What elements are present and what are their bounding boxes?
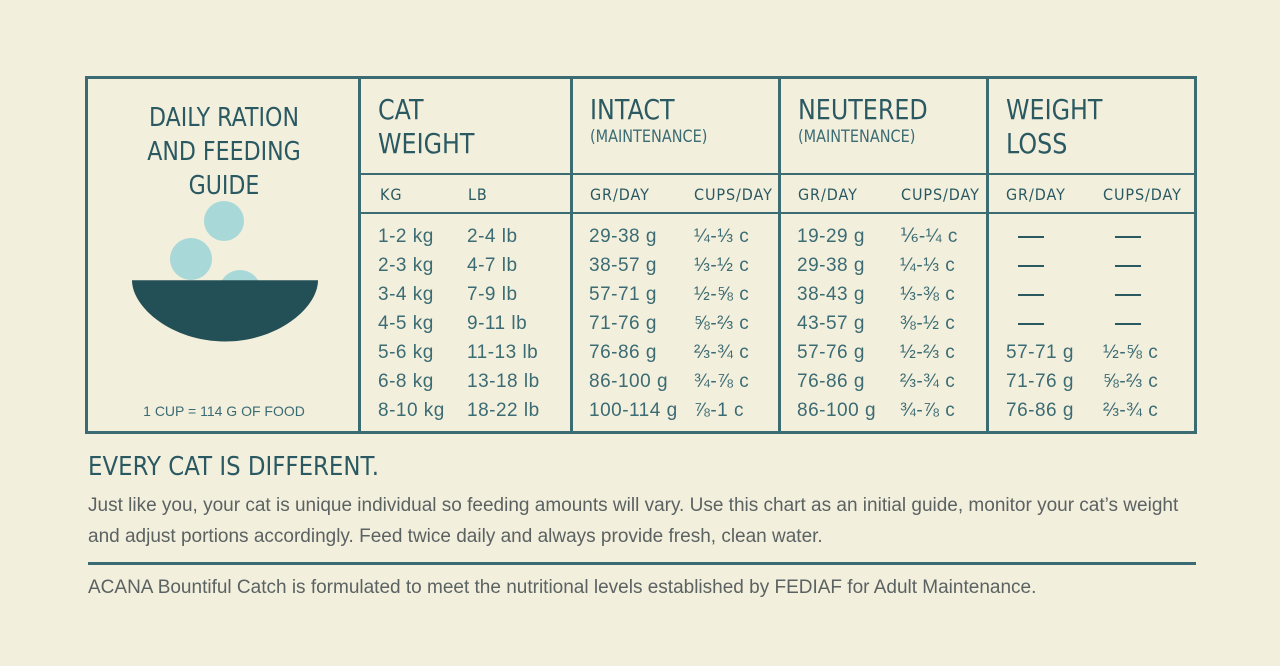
intact-header: INTACT xyxy=(590,93,675,126)
lb-subheader: LB xyxy=(468,185,488,204)
table-cell-intact-cups: ½-⅝ c xyxy=(694,284,750,305)
cat-weight-title-line2: WEIGHT xyxy=(378,127,475,160)
table-cell-neutered-gr: 43-57 g xyxy=(797,313,865,334)
table-cell-lb: 13-18 lb xyxy=(467,371,540,392)
neutered-header: NEUTERED xyxy=(798,93,928,126)
kg-subheader: KG xyxy=(380,185,403,204)
table-cell-lb: 11-13 lb xyxy=(467,342,539,363)
table-cell-intact-gr: 100-114 g xyxy=(589,400,678,421)
table-cell-kg: 8-10 kg xyxy=(378,400,445,421)
table-cell-lb: 18-22 lb xyxy=(467,400,540,421)
table-cell-loss-gr: 76-86 g xyxy=(1006,400,1074,421)
intact-gr-subheader: GR/DAY xyxy=(590,185,650,204)
column-divider xyxy=(778,79,781,431)
section-heading: EVERY CAT IS DIFFERENT. xyxy=(88,452,380,482)
table-cell-lb: 7-9 lb xyxy=(467,284,518,305)
kibble-icon xyxy=(170,238,212,280)
table-cell-neutered-cups: ⅔-¾ c xyxy=(900,371,956,392)
table-cell-neutered-cups: ⅙-¼ c xyxy=(900,226,958,247)
description-paragraph: Just like you, your cat is unique indivi… xyxy=(88,495,1179,547)
footer-note: ACANA Bountiful Catch is formulated to m… xyxy=(88,577,1037,598)
row-divider xyxy=(360,173,1194,175)
feeding-guide-table: DAILY RATION AND FEEDING GUIDE 1 CUP = 1… xyxy=(85,76,1197,434)
table-cell-intact-cups: ¼-⅓ c xyxy=(694,226,750,247)
intact-cups-subheader: CUPS/DAY xyxy=(694,185,773,204)
table-cell-kg: 2-3 kg xyxy=(378,255,434,276)
cat-weight-title-line1: CAT xyxy=(378,93,424,126)
table-cell-intact-cups: ⅔-¾ c xyxy=(694,342,750,363)
table-cell-neutered-gr: 29-38 g xyxy=(797,255,865,276)
table-cell-loss-cups: ⅝-⅔ c xyxy=(1103,371,1159,392)
table-cell-intact-cups: ⅓-½ c xyxy=(694,255,750,276)
table-cell-lb: 9-11 lb xyxy=(467,313,528,334)
empty-value-dash: — xyxy=(1115,236,1141,238)
loss-gr-subheader: GR/DAY xyxy=(1006,185,1066,204)
table-cell-loss-cups: ⅔-¾ c xyxy=(1103,400,1159,421)
guide-title: DAILY RATION AND FEEDING GUIDE xyxy=(108,101,339,203)
weight-loss-header: WEIGHT LOSS xyxy=(1006,93,1102,161)
row-divider xyxy=(360,212,1194,214)
empty-value-dash: — xyxy=(1018,236,1044,238)
bowl-shape xyxy=(132,280,318,342)
table-cell-neutered-gr: 19-29 g xyxy=(797,226,865,247)
intact-subtitle: (MAINTENANCE) xyxy=(590,127,708,147)
table-cell-intact-cups: ⅝-⅔ c xyxy=(694,313,750,334)
table-cell-neutered-cups: ¼-⅓ c xyxy=(900,255,956,276)
weight-loss-title-line1: WEIGHT xyxy=(1006,93,1103,126)
empty-value-dash: — xyxy=(1018,323,1044,325)
guide-title-line2: AND FEEDING GUIDE xyxy=(147,137,301,201)
table-cell-intact-gr: 57-71 g xyxy=(589,284,657,305)
table-cell-neutered-gr: 76-86 g xyxy=(797,371,865,392)
table-cell-loss-gr: 71-76 g xyxy=(1006,371,1074,392)
table-cell-neutered-gr: 38-43 g xyxy=(797,284,865,305)
kibble-icon xyxy=(204,201,244,241)
empty-value-dash: — xyxy=(1115,294,1141,296)
column-divider xyxy=(986,79,989,431)
table-cell-loss-cups: ½-⅝ c xyxy=(1103,342,1159,363)
empty-value-dash: — xyxy=(1018,294,1044,296)
table-cell-intact-cups: ⅞-1 c xyxy=(694,400,745,421)
divider xyxy=(88,562,1196,565)
table-cell-kg: 6-8 kg xyxy=(378,371,434,392)
table-cell-intact-cups: ¾-⅞ c xyxy=(694,371,750,392)
table-cell-neutered-gr: 57-76 g xyxy=(797,342,865,363)
table-cell-neutered-cups: ⅜-½ c xyxy=(900,313,956,334)
table-cell-neutered-cups: ⅓-⅜ c xyxy=(900,284,956,305)
table-cell-lb: 4-7 lb xyxy=(467,255,518,276)
table-cell-intact-gr: 86-100 g xyxy=(589,371,669,392)
guide-title-line1: DAILY RATION xyxy=(149,103,299,133)
neutered-cups-subheader: CUPS/DAY xyxy=(901,185,980,204)
table-cell-intact-gr: 71-76 g xyxy=(589,313,657,334)
table-cell-lb: 2-4 lb xyxy=(467,226,518,247)
table-cell-kg: 5-6 kg xyxy=(378,342,434,363)
neutered-gr-subheader: GR/DAY xyxy=(798,185,858,204)
table-cell-loss-gr: 57-71 g xyxy=(1006,342,1074,363)
loss-cups-subheader: CUPS/DAY xyxy=(1103,185,1182,204)
table-cell-kg: 4-5 kg xyxy=(378,313,434,334)
food-bowl-icon xyxy=(128,197,328,347)
column-divider xyxy=(570,79,573,431)
empty-value-dash: — xyxy=(1018,265,1044,267)
neutered-subtitle: (MAINTENANCE) xyxy=(798,127,916,147)
table-cell-neutered-gr: 86-100 g xyxy=(797,400,877,421)
empty-value-dash: — xyxy=(1115,265,1141,267)
cat-weight-header: CAT WEIGHT xyxy=(378,93,474,161)
table-cell-intact-gr: 29-38 g xyxy=(589,226,657,247)
table-cell-intact-gr: 76-86 g xyxy=(589,342,657,363)
table-cell-intact-gr: 38-57 g xyxy=(589,255,657,276)
table-cell-kg: 1-2 kg xyxy=(378,226,434,247)
column-divider xyxy=(358,79,361,431)
table-cell-kg: 3-4 kg xyxy=(378,284,434,305)
cup-note: 1 CUP = 114 G OF FOOD xyxy=(143,403,305,419)
empty-value-dash: — xyxy=(1115,323,1141,325)
table-cell-neutered-cups: ¾-⅞ c xyxy=(900,400,956,421)
weight-loss-title-line2: LOSS xyxy=(1006,127,1068,160)
table-cell-neutered-cups: ½-⅔ c xyxy=(900,342,956,363)
